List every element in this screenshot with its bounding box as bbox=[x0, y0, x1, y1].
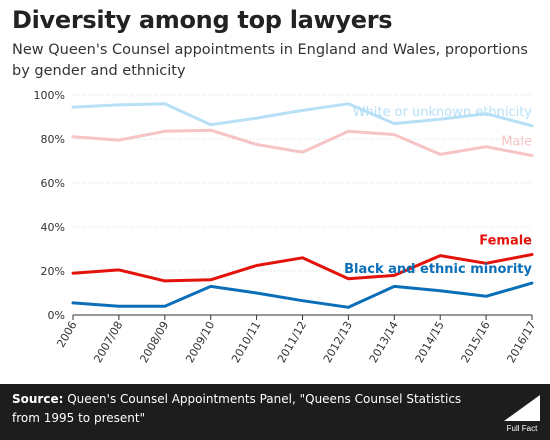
x-tick-label: 2010/11 bbox=[229, 319, 263, 365]
y-tick-label: 60% bbox=[41, 177, 65, 190]
x-tick-label: 2009/10 bbox=[183, 319, 217, 365]
y-tick-label: 80% bbox=[41, 133, 65, 146]
source-text: Queen's Counsel Appointments Panel, "Que… bbox=[12, 392, 462, 425]
brand-label: Full Fact bbox=[507, 424, 538, 433]
series-line bbox=[71, 128, 534, 157]
y-tick-label: 100% bbox=[34, 89, 65, 102]
chart-subtitle: New Queen's Counsel appointments in Engl… bbox=[12, 42, 528, 79]
y-tick-label: 0% bbox=[48, 309, 65, 322]
y-tick-label: 20% bbox=[41, 265, 65, 278]
series-line bbox=[71, 102, 534, 128]
x-tick-label: 2006 bbox=[54, 319, 79, 350]
x-tick-label: 2013/14 bbox=[367, 319, 401, 365]
series-line bbox=[71, 253, 534, 283]
source-label: Source: bbox=[12, 392, 64, 406]
y-tick-label: 40% bbox=[41, 221, 65, 234]
x-tick-label: 2008/09 bbox=[137, 319, 171, 365]
footer: Source: Queen's Counsel Appointments Pan… bbox=[0, 384, 550, 440]
series-label: Black and ethnic minority bbox=[344, 262, 532, 277]
chart-title: Diversity among top lawyers bbox=[12, 6, 393, 34]
x-tick-label: 2012/13 bbox=[321, 319, 355, 365]
x-tick-label: 2011/12 bbox=[275, 319, 309, 365]
x-tick-label: 2014/15 bbox=[413, 319, 447, 365]
series-label: White or unknown ethnicity bbox=[353, 105, 533, 120]
full-fact-logo: Full Fact bbox=[504, 395, 540, 433]
line-chart: 0% 20% 40% 60% 80% 100% 2006 2007/08 2008/09 2009… bbox=[34, 89, 539, 365]
series-label: Female bbox=[479, 234, 532, 249]
series-label: Male bbox=[501, 135, 532, 150]
x-tick-label: 2016/17 bbox=[504, 319, 538, 365]
x-tick-label: 2015/16 bbox=[459, 319, 493, 365]
series-line bbox=[71, 281, 534, 309]
x-tick-label: 2007/08 bbox=[91, 319, 125, 365]
source-note: Source: Queen's Counsel Appointments Pan… bbox=[12, 390, 482, 428]
